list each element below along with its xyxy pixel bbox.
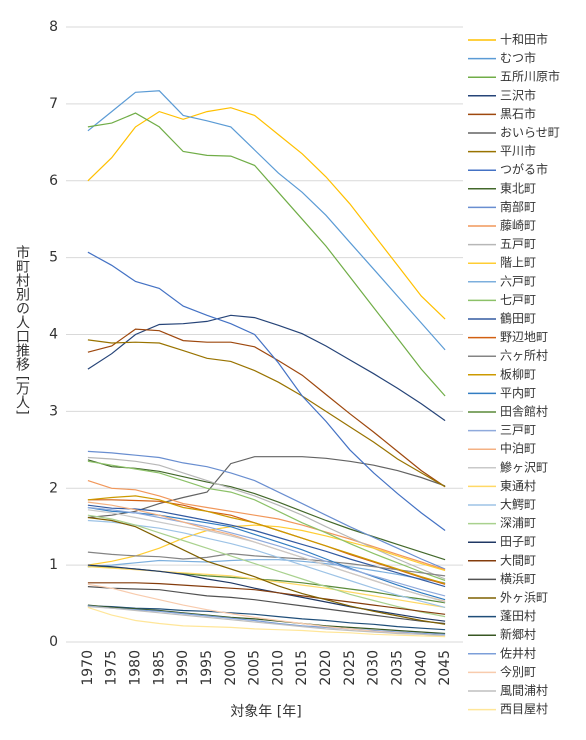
series-line	[87, 450, 446, 570]
legend-label: 中泊町	[500, 441, 536, 456]
legend-label: 佐井村	[500, 646, 536, 660]
series-line	[87, 90, 446, 351]
legend-label: 南部町	[500, 199, 536, 214]
x-tick-label: 1995	[199, 650, 215, 686]
y-tick-label: 3	[49, 403, 58, 419]
series-line	[87, 506, 446, 597]
series-line	[87, 509, 446, 603]
legend-label: 東北町	[500, 181, 536, 195]
x-tick-label: 2020	[318, 650, 334, 686]
x-tick-label: 2030	[366, 650, 382, 686]
x-tick-label: 2005	[247, 650, 263, 686]
x-axis-label: 対象年 [年]	[230, 704, 301, 720]
series-line	[87, 551, 446, 577]
legend-label: 新郷村	[500, 627, 536, 642]
legend-label: 風間浦村	[500, 684, 548, 698]
series-line	[87, 519, 446, 608]
series-line	[87, 456, 446, 580]
legend-label: 五戸町	[500, 237, 536, 251]
y-tick-label: 5	[49, 250, 58, 266]
series-line	[87, 516, 446, 625]
series-line	[87, 605, 446, 635]
legend-label: 板柳町	[500, 367, 536, 381]
series-line	[87, 506, 446, 601]
legend-label: 三戸町	[500, 423, 536, 437]
series-line	[87, 480, 446, 571]
legend-label: 外ヶ浜町	[500, 591, 548, 605]
legend-label: つがる市	[500, 162, 548, 177]
series-line	[87, 328, 446, 488]
series-line	[87, 605, 446, 631]
legend-label: 鶴田町	[500, 311, 536, 326]
x-tick-label: 2040	[413, 650, 429, 686]
x-tick-label: 1970	[80, 650, 96, 686]
y-tick-label: 7	[49, 96, 58, 112]
series-line	[87, 582, 446, 615]
x-tick-label: 2025	[342, 650, 358, 686]
series-line	[87, 460, 446, 582]
legend-label: むつ市	[500, 50, 536, 65]
legend-label: 五所川原市	[500, 69, 560, 84]
legend-label: 藤崎町	[500, 219, 536, 233]
series-line	[87, 459, 446, 561]
series-line	[87, 604, 446, 635]
legend-label: 今別町	[500, 664, 536, 679]
series-line	[87, 504, 446, 588]
x-tick-label: 1980	[128, 650, 144, 686]
legend-label: 黒石市	[500, 106, 536, 121]
legend-label: 三沢市	[500, 87, 536, 102]
legend-label: 大間町	[500, 553, 536, 567]
series-line	[87, 564, 446, 622]
x-tick-label: 2045	[437, 650, 453, 686]
series-line	[87, 606, 446, 637]
y-tick-label: 1	[49, 557, 58, 573]
legend-label: 平川市	[500, 143, 536, 158]
legend-label: 田舎館村	[500, 404, 548, 419]
legend-label: おいらせ町	[500, 126, 560, 140]
legend-label: 蓬田村	[500, 609, 536, 623]
legend-label: 鰺ヶ沢町	[500, 459, 548, 474]
legend-label: 野辺地町	[500, 330, 548, 344]
legend-label: 十和田市	[500, 32, 548, 47]
series-line	[87, 586, 446, 625]
series-line	[87, 524, 446, 572]
series-line	[87, 107, 446, 320]
legend-label: 七戸町	[500, 293, 536, 307]
series-line	[87, 559, 446, 584]
x-tick-label: 1975	[104, 650, 120, 686]
legend-label: 東通村	[500, 479, 536, 493]
y-tick-label: 4	[49, 327, 58, 343]
series-line	[87, 112, 446, 397]
x-tick-label: 1985	[151, 650, 167, 686]
legend-label: 深浦町	[500, 516, 536, 530]
legend-label: 六戸町	[500, 274, 536, 288]
legend-label: 階上町	[500, 255, 536, 270]
series-line	[87, 251, 446, 531]
legend-label: 横浜町	[500, 572, 536, 586]
x-tick-label: 1990	[175, 650, 191, 686]
series-line	[87, 566, 446, 604]
series-line	[87, 606, 446, 638]
y-tick-label: 6	[49, 173, 58, 189]
series-line	[87, 456, 446, 519]
x-tick-label: 2035	[389, 650, 405, 686]
x-tick-label: 2000	[223, 650, 239, 686]
legend-label: 大鰐町	[500, 498, 536, 512]
y-tick-label: 0	[49, 634, 58, 650]
series-line	[87, 583, 446, 637]
legend-label: 田子町	[500, 535, 536, 549]
y-axis-label: 市町村別の人口推移 [万人]	[14, 245, 30, 415]
legend-label: 六ヶ所村	[500, 349, 548, 363]
legend-label: 西目屋村	[500, 702, 548, 716]
x-tick-label: 2010	[270, 650, 286, 686]
y-tick-label: 2	[49, 480, 58, 496]
y-tick-label: 8	[49, 19, 58, 35]
series-line	[87, 514, 446, 618]
series-line	[87, 339, 446, 488]
legend-label: 平内町	[500, 386, 536, 400]
series-line	[87, 495, 446, 585]
x-tick-label: 2015	[294, 650, 310, 686]
